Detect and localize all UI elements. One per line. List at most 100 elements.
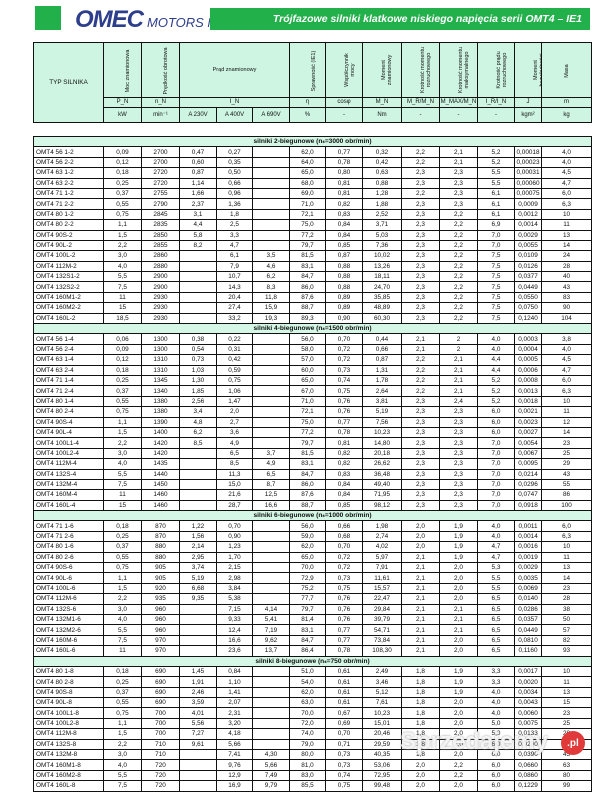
- cell: 72,1: [289, 208, 326, 221]
- cell: 2,1: [439, 613, 478, 626]
- cell: 7,9: [216, 260, 253, 273]
- cell: 86,0: [289, 281, 326, 293]
- cell: 1,10: [216, 676, 253, 688]
- cell: 0,54: [179, 343, 217, 356]
- cell: 40,35: [362, 749, 402, 761]
- cell: 21,6: [216, 489, 253, 501]
- cell: 39,79: [362, 613, 402, 626]
- cell: 1,8: [401, 697, 440, 709]
- cell: 0,0011: [514, 520, 542, 532]
- cell: 1,23: [216, 541, 253, 553]
- cell: 2,3: [439, 198, 478, 210]
- cell: 690: [141, 686, 180, 699]
- cell: 6,9: [477, 219, 515, 231]
- cell: 0,78: [325, 645, 363, 657]
- cell: [252, 416, 290, 428]
- cell: 0,71: [325, 738, 363, 751]
- symbol: cosφ: [325, 97, 363, 108]
- cell: 15,57: [362, 582, 402, 595]
- table-row: OMT4 160L-2 18,5 2930 33,2 19,3 89,3 0,90 60,30…: [33, 312, 593, 325]
- cell: 0,0034: [514, 686, 542, 699]
- cell: 7,27: [179, 728, 217, 740]
- cell: 23: [540, 707, 593, 719]
- cell: 0,25: [103, 530, 142, 543]
- cell: [252, 333, 290, 345]
- cell: 11,3: [216, 468, 253, 480]
- cell: 0,73: [325, 572, 363, 584]
- cell: 3,81: [362, 395, 402, 408]
- section-header: silniki 8-biegunowe (nₛ=750 obr/min): [32, 655, 593, 667]
- table-row: OMT4 112M-6 2,2 935 9,35 5,38 77,7 0,76 22,47 2,…: [33, 593, 593, 605]
- motor-type: OMT4 100L2-8: [33, 717, 104, 730]
- cell: 2,3: [401, 271, 440, 283]
- motor-type: OMT4 112M-2: [33, 260, 104, 273]
- cell: 2,4: [439, 395, 478, 408]
- cell: 1,36: [216, 198, 253, 210]
- cell: 0,0126: [514, 260, 542, 273]
- cell: [179, 312, 217, 325]
- cell: 960: [141, 613, 180, 626]
- unit: min⁻¹: [141, 107, 180, 123]
- cell: 2,0: [439, 582, 478, 595]
- cell: 11: [540, 551, 593, 564]
- cell: 870: [141, 530, 180, 543]
- cell: 65,0: [289, 167, 326, 179]
- table-row: OMT4 100L-6 1,5 920 6,68 3,84 75,2 0,75 15,57 2,…: [33, 582, 593, 595]
- cell: [252, 738, 290, 751]
- symbol: I_N: [179, 97, 290, 108]
- cell: 2,74: [362, 530, 402, 543]
- table-row: OMT4 71 2-2 0,55 2790 2,37 1,36 71,0 0,82 1,88 2…: [33, 198, 593, 210]
- motor-type: OMT4 71 2-6: [33, 530, 104, 543]
- cell: 2,1: [439, 354, 478, 366]
- cell: 1,8: [401, 676, 440, 688]
- cell: 2: [439, 343, 478, 356]
- table-row: OMT4 160M1-8 4,0 720 9,76 5,66 81,0 0,73 53,06 2…: [33, 759, 593, 771]
- cell: 2,3: [401, 416, 440, 428]
- cell: 2,5: [216, 219, 253, 231]
- motor-type: OMT4 71 1-6: [33, 520, 104, 532]
- cell: 7,0: [477, 229, 515, 241]
- cell: 7,56: [362, 416, 402, 428]
- cell: 20,46: [362, 728, 402, 740]
- section-header: silniki 4-biegunowe (nₛ=1500 obr/min): [32, 323, 593, 335]
- cell: 5,41: [252, 613, 290, 626]
- cell: 0,0012: [514, 208, 542, 221]
- cell: 62,0: [289, 541, 326, 553]
- cell: 50: [540, 613, 593, 626]
- cell: 0,75: [103, 208, 142, 221]
- cell: 11: [540, 406, 593, 418]
- cell: 4,9: [252, 458, 290, 470]
- cell: 1,31: [362, 364, 402, 377]
- cell: 0,18: [103, 520, 142, 532]
- cell: 0,77: [325, 416, 363, 428]
- cell: [252, 530, 290, 543]
- table-row: OMT4 132M1-6 4,0 960 9,33 5,41 81,4 0,76 39,79 2…: [33, 613, 593, 626]
- table-row: OMT4 160M-6 7,5 970 16,6 9,62 84,7 0,77 73,84 2,…: [33, 634, 593, 647]
- cell: 3,74: [179, 561, 217, 574]
- cell: 5,19: [362, 406, 402, 418]
- cell: 4,02: [362, 541, 402, 553]
- table-row: OMT4 80 2-4 0,75 1380 3,4 2,0 72,1 0,76 5,19 2,3…: [33, 406, 593, 418]
- cell: 87,6: [289, 291, 326, 304]
- cell: 2,1: [401, 624, 440, 636]
- cell: 10: [540, 208, 593, 221]
- motor-type: OMT4 112M-8: [33, 728, 104, 740]
- cell: 0,70: [325, 728, 363, 740]
- cell: 2,3: [401, 437, 440, 449]
- cell: 2,2: [439, 271, 478, 283]
- cell: [252, 229, 290, 241]
- cell: 2,56: [179, 395, 217, 408]
- cell: 15,01: [362, 717, 402, 730]
- cell: 0,75: [103, 707, 142, 719]
- table-row: OMT4 80 1-4 0,55 1380 2,56 1,47 71,0 0,76 3,81 2…: [33, 395, 593, 408]
- cell: 104: [540, 312, 593, 325]
- cell: 0,0069: [514, 582, 542, 595]
- cell: 18,11: [362, 271, 402, 283]
- cell: 3,59: [179, 697, 217, 709]
- cell: 33,2: [216, 312, 253, 325]
- cell: 2,2: [401, 374, 440, 387]
- cell: [252, 354, 290, 366]
- cell: 1,1: [103, 416, 142, 428]
- cell: 0,81: [325, 437, 363, 449]
- cell: [252, 572, 290, 584]
